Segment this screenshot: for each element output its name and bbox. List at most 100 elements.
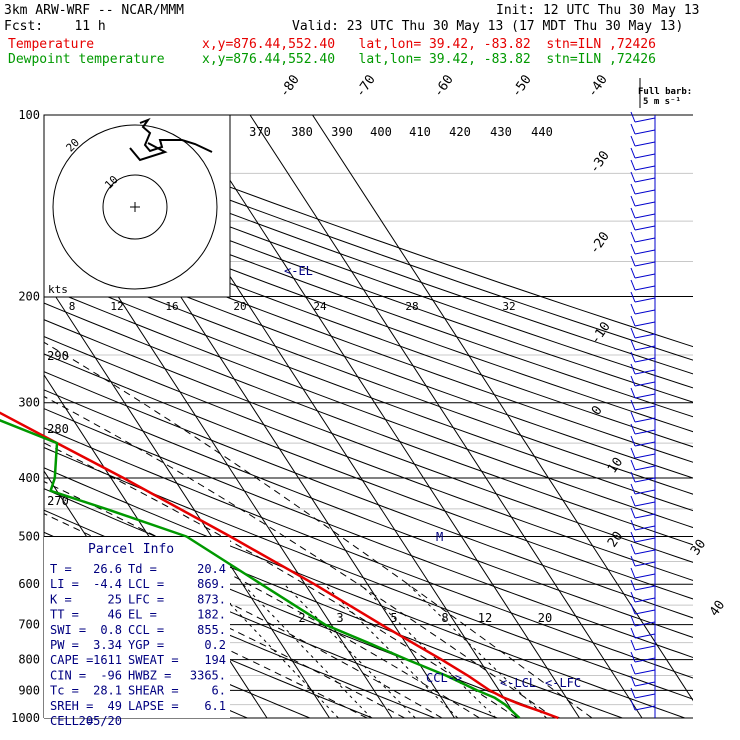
parcel-info-key: CIN = bbox=[50, 668, 86, 682]
hodograph-speed-label: 28 bbox=[405, 300, 418, 313]
parcel-info-key: LAPSE = bbox=[128, 699, 179, 713]
wind-barb bbox=[630, 675, 636, 687]
wind-barb bbox=[634, 573, 656, 579]
dry-adiabat bbox=[44, 319, 693, 563]
wind-barb bbox=[634, 309, 656, 315]
wind-barb bbox=[630, 507, 636, 519]
mixing-ratio-label: 2 bbox=[298, 611, 305, 625]
hodograph-ring bbox=[52, 124, 218, 290]
theta-label: 430 bbox=[490, 125, 512, 139]
wind-barb bbox=[634, 249, 656, 255]
parcel-info-value: 182. bbox=[197, 608, 226, 622]
wind-barb bbox=[630, 567, 636, 579]
parcel-info-key: K = bbox=[50, 592, 72, 606]
isotherm-label: -80 bbox=[277, 72, 303, 100]
wind-barb bbox=[634, 645, 656, 651]
wind-barb bbox=[630, 183, 636, 195]
parcel-info-value: 869. bbox=[197, 577, 226, 591]
melting-level-marker: M bbox=[436, 530, 443, 544]
parcel-info-value: -4.4 bbox=[93, 577, 122, 591]
pressure-tick-label: 400 bbox=[18, 471, 40, 485]
wind-barb bbox=[634, 441, 656, 447]
parcel-info-key: Tc = bbox=[50, 684, 79, 698]
dry-adiabat bbox=[44, 270, 693, 512]
wind-barb bbox=[630, 255, 636, 267]
model-title: 3km ARW-WRF -- NCAR/MMM bbox=[4, 3, 185, 18]
isotherm-label: 30 bbox=[688, 537, 709, 558]
wind-barb bbox=[630, 219, 636, 231]
moist-adiabat bbox=[44, 341, 593, 718]
hodograph-trace bbox=[139, 117, 213, 153]
wind-barb bbox=[634, 117, 656, 123]
wind-barb bbox=[630, 615, 636, 627]
wind-barb bbox=[634, 693, 656, 699]
dry-adiabat bbox=[44, 210, 693, 448]
wind-barb bbox=[630, 471, 636, 483]
parcel-info-key: YGP = bbox=[128, 638, 164, 652]
mixing-ratio-line bbox=[242, 583, 372, 718]
parcel-info-key: LCL = bbox=[128, 577, 164, 591]
wind-barb bbox=[634, 273, 656, 279]
lcl-marker: <-LCL bbox=[500, 676, 536, 690]
wind-barb bbox=[630, 291, 636, 303]
dry-adiabat bbox=[44, 168, 693, 403]
wind-barb bbox=[630, 651, 636, 663]
pressure-tick-label: 900 bbox=[18, 683, 40, 697]
pressure-tick-label: 1000 bbox=[11, 711, 40, 725]
barb-key-label: 5 m s⁻¹ bbox=[643, 97, 681, 107]
wind-barb bbox=[630, 111, 636, 123]
dry-adiabat bbox=[44, 182, 693, 418]
wind-barb bbox=[630, 267, 636, 279]
wind-barb bbox=[634, 369, 656, 375]
isotherm-label: -50 bbox=[509, 72, 535, 100]
wind-barb bbox=[630, 495, 636, 507]
isotherm-label: 20 bbox=[605, 529, 626, 550]
parcel-info-key: CELL = bbox=[50, 714, 93, 728]
dry-adiabat bbox=[44, 578, 373, 718]
wind-barb bbox=[634, 333, 656, 339]
wind-barb bbox=[630, 387, 636, 399]
pressure-tick-label: 600 bbox=[18, 577, 40, 591]
wind-barb bbox=[634, 177, 656, 183]
parcel-info-value: 0.8 bbox=[100, 623, 122, 637]
wind-barb bbox=[630, 159, 636, 171]
wind-barb bbox=[634, 489, 656, 495]
dry-adiabat bbox=[44, 302, 693, 546]
wind-barb bbox=[630, 147, 636, 159]
isotherm-label: -60 bbox=[431, 72, 457, 100]
wind-barb bbox=[630, 279, 636, 291]
wind-barb bbox=[630, 519, 636, 531]
wind-barb bbox=[630, 231, 636, 243]
parcel-info-value: 0.2 bbox=[204, 638, 226, 652]
wind-barb bbox=[634, 537, 656, 543]
wind-barb bbox=[634, 393, 656, 399]
pressure-tick-label: 200 bbox=[18, 290, 40, 304]
parcel-info-value: 3365. bbox=[190, 668, 226, 682]
theta-label: 370 bbox=[249, 125, 271, 139]
parcel-info-value: -96 bbox=[100, 668, 122, 682]
theta-label: 420 bbox=[449, 125, 471, 139]
wind-barb bbox=[630, 399, 636, 411]
isotherm-label: -40 bbox=[585, 72, 611, 100]
hodograph-units-label: kts bbox=[48, 283, 68, 296]
mixing-ratio-line bbox=[211, 583, 339, 718]
parcel-info-value: 194 bbox=[204, 653, 226, 667]
parcel-info-value: 855. bbox=[197, 623, 226, 637]
wind-barb bbox=[630, 447, 636, 459]
parcel-info-value: 873. bbox=[197, 592, 226, 606]
wind-barb bbox=[630, 243, 636, 255]
pressure-tick-label: 300 bbox=[18, 396, 40, 410]
mixing-ratio-label: 8 bbox=[441, 611, 448, 625]
parcel-info-value: 25 bbox=[108, 592, 122, 606]
dry-adiabat bbox=[44, 286, 693, 529]
moist-adiabat bbox=[44, 513, 443, 718]
dry-adiabat bbox=[44, 155, 693, 389]
dry-adiabat bbox=[44, 427, 693, 679]
parcel-info-value: 28.1 bbox=[93, 684, 122, 698]
wind-barb bbox=[630, 591, 636, 603]
dry-adiabat bbox=[44, 408, 693, 659]
isotherm-label: 10 bbox=[605, 455, 626, 476]
wind-barb bbox=[634, 669, 656, 675]
wind-barb bbox=[634, 453, 656, 459]
